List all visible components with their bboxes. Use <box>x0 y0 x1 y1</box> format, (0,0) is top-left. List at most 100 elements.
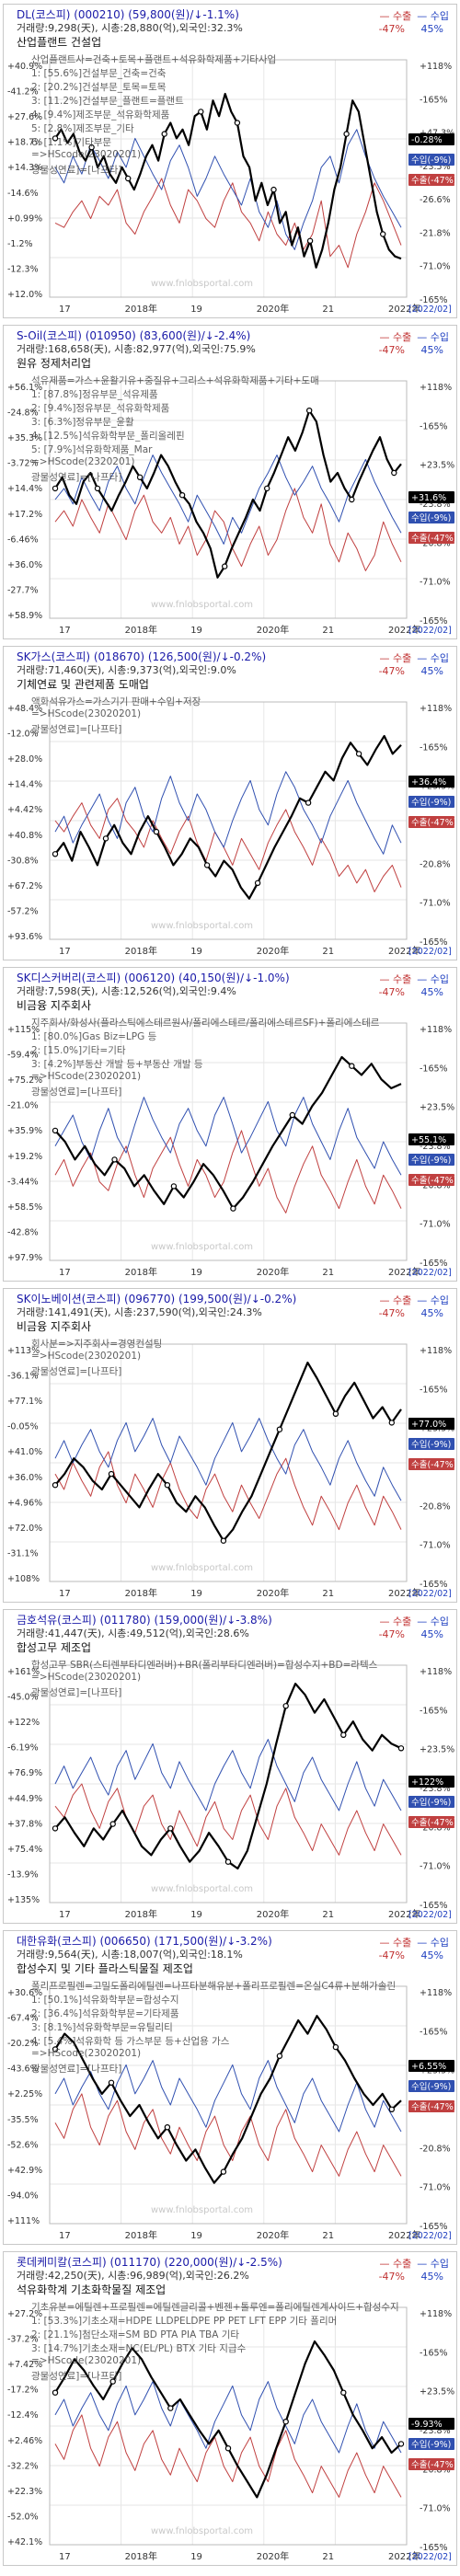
left-tick-label: +0.99% <box>7 213 42 224</box>
right-tick-label: +118% <box>420 1667 452 1677</box>
description-line: 3: [11.2%]건설부문_플랜트=플랜트 <box>31 96 184 107</box>
end-date-label: [2022/02] <box>408 947 452 957</box>
left-tick-label: -1.2% <box>7 239 33 249</box>
value-tag-label: +122% <box>411 1777 443 1788</box>
price-marker <box>332 2043 339 2051</box>
value-tag-label: 수출(-47%) <box>411 2102 456 2112</box>
plot-frame <box>49 2306 408 2546</box>
import-pct: 45% <box>420 23 443 35</box>
right-tick-label: -71.0% <box>420 2183 451 2193</box>
left-tick-label: -0.05% <box>7 1422 39 1432</box>
chart-subtitle: 거래량:9,564(天), 시총:18,007(억),외국인:18.1% <box>17 1949 243 1961</box>
x-tick-label: 21 <box>322 947 334 957</box>
export-pct: -47% <box>378 665 405 677</box>
export-pct: -47% <box>378 1628 405 1640</box>
left-tick-label: +67.2% <box>7 881 42 891</box>
value-tag-box <box>408 512 454 523</box>
right-tick-label: -71.0% <box>420 578 451 588</box>
right-tick-label: +118% <box>420 383 452 393</box>
price-marker <box>52 485 59 492</box>
left-tick-label: +48.4% <box>7 704 42 714</box>
value-tag-label: 수입(-9%) <box>411 155 451 166</box>
description-line: 4: [12.5%]석유화학부문_폴리올레핀 <box>31 431 185 442</box>
value-tag-label: 수입(-9%) <box>411 2081 451 2092</box>
description-line: 광물성연료]=[나프타] <box>31 2064 122 2075</box>
description-line: 광물성연료]=[나프타] <box>31 1366 122 1377</box>
left-tick-label: -27.7% <box>7 585 39 595</box>
price-marker <box>234 120 241 126</box>
right-tick-label: +23.5% <box>420 1103 454 1113</box>
value-tag-label: 수출(-47%) <box>411 2460 456 2470</box>
price-marker <box>221 563 228 569</box>
legend: — 수출 — 수입 <box>380 1935 450 1949</box>
price-marker <box>161 131 167 137</box>
import-pct: 45% <box>420 344 443 356</box>
left-tick-label: +108% <box>7 1574 40 1584</box>
import-series-line <box>54 1739 402 1811</box>
price-marker <box>340 2389 347 2396</box>
end-date-label: [2022/02] <box>408 1268 452 1278</box>
import-pct: 45% <box>420 986 443 998</box>
value-tag-label: +31.6% <box>411 493 446 503</box>
left-tick-label: -67.4% <box>7 2014 39 2024</box>
left-tick-label: +36.0% <box>7 560 42 570</box>
x-tick-label: 2018年 <box>125 1587 157 1599</box>
left-tick-label: -52.6% <box>7 2140 39 2150</box>
sector-label: 합성수지 및 기타 플라스틱물질 제조업 <box>17 1962 193 1975</box>
value-tag-box <box>408 1816 454 1828</box>
export-pct: -47% <box>378 1307 405 1319</box>
price-marker <box>391 469 397 477</box>
left-tick-label: +27.2% <box>7 2309 42 2319</box>
chart-svg: www.fnlobsportal.com +48.4% -12.0% +28.0% +1… <box>7 701 456 957</box>
left-tick-label: +7.42% <box>7 2360 42 2370</box>
price-marker <box>52 1825 59 1832</box>
sector-label: 기체연료 및 관련제품 도매업 <box>17 678 149 691</box>
plot-frame <box>49 1985 408 2225</box>
price-marker <box>52 1127 59 1134</box>
right-tick-label: -165% <box>420 1580 448 1590</box>
chart-svg: www.fnlobsportal.com +30.6% -67.4% -20.2% -4… <box>7 1985 456 2241</box>
x-tick-label: 21 <box>322 626 334 636</box>
right-tick-label: -71.0% <box>420 1541 451 1551</box>
legend: — 수출 — 수입 <box>380 1293 450 1307</box>
export-series-line <box>54 488 402 571</box>
export-pct: -47% <box>378 1949 405 1961</box>
chart-svg: www.fnlobsportal.com +161% -45.0% +122% -6.1… <box>7 1664 456 1920</box>
right-tick-label: -23.8% <box>420 1142 451 1152</box>
value-tag-box <box>408 2080 454 2092</box>
description-line: =>HScode(23020201) <box>31 1071 142 1082</box>
x-tick-label: 2022年 <box>388 2229 420 2241</box>
value-tag-box <box>408 1418 454 1430</box>
value-tag-box <box>408 2100 454 2112</box>
chart-title: SK디스커버리(코스피) (006120) (40,150(원)/↓-1.0%) <box>17 972 290 984</box>
import-pct: 45% <box>420 1307 443 1319</box>
x-tick-label: 19 <box>190 947 202 957</box>
value-tag-label: 수출(-47%) <box>411 818 456 828</box>
x-tick-label: 19 <box>190 1910 202 1920</box>
right-tick-label: -20.8% <box>420 859 451 869</box>
import-series-line <box>54 2060 402 2133</box>
left-tick-label: -59.4% <box>7 1051 39 1061</box>
import-pct: 45% <box>420 1628 443 1640</box>
left-tick-label: -14.6% <box>7 189 39 199</box>
price-series-line <box>54 92 402 269</box>
value-tag-box <box>408 1458 454 1470</box>
description-line: 액화석유가스=가스기기 판매+수입+저장 <box>31 696 201 707</box>
chart-svg: www.fnlobsportal.com +40.9% -41.2% +27.6% +1… <box>7 59 456 315</box>
x-tick-label: 19 <box>190 2231 202 2241</box>
description-line: 회사분=>지주회사=경영컨설팅 <box>31 1339 163 1350</box>
right-tick-label: -165% <box>420 1901 448 1911</box>
x-tick-label: 2022年 <box>388 1266 420 1278</box>
price-marker <box>343 131 350 137</box>
legend: — 수출 — 수입 <box>380 329 450 344</box>
left-tick-label: +2.46% <box>7 2436 42 2446</box>
legend-import: — 수입 <box>417 2258 449 2270</box>
watermark: www.fnlobsportal.com <box>151 921 253 931</box>
left-tick-label: +2.25% <box>7 2089 42 2099</box>
chart-title: SK이노베이션(코스피) (096770) (199,500(원)/↓-0.2%… <box>17 1293 297 1305</box>
right-tick-label: -26.6% <box>420 195 451 205</box>
watermark: www.fnlobsportal.com <box>151 1242 253 1252</box>
legend-import: — 수입 <box>417 1294 449 1306</box>
legend-import: — 수입 <box>417 10 449 22</box>
price-marker <box>340 1731 347 1738</box>
